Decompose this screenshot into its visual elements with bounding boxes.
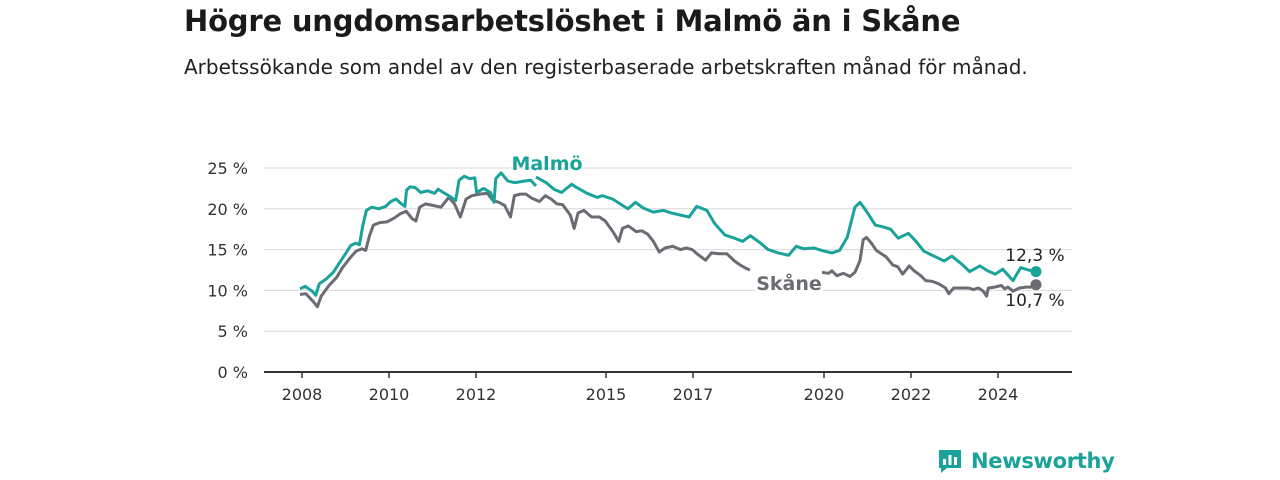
y-tick-label: 10 % <box>207 281 248 300</box>
bar-chart-speech-icon <box>939 450 961 473</box>
skane-series-label: Skåne <box>756 271 822 295</box>
x-tick-label: 2024 <box>978 385 1019 404</box>
skane-line-a <box>299 191 751 309</box>
skane-end-value-label: 10,7 % <box>1005 291 1064 311</box>
newsworthy-logo: Newsworthy <box>937 448 1115 474</box>
y-tick-label: 20 % <box>207 200 248 219</box>
skane-line-b <box>821 235 1037 298</box>
malmo-series-label: Malmö <box>511 153 582 175</box>
y-tick-label: 0 % <box>218 363 248 382</box>
x-tick-label: 2008 <box>282 385 323 404</box>
gridlines <box>264 167 1072 332</box>
x-axis: 2008 2010 2012 2015 2017 2020 2022 2024 <box>264 371 1072 404</box>
malmo-end-value-label: 12,3 % <box>1005 246 1064 266</box>
skane-end-point <box>1030 279 1042 291</box>
malmo-line-b <box>535 175 1037 283</box>
malmo-line-a <box>299 171 538 297</box>
logo-text: Newsworthy <box>971 449 1115 473</box>
x-tick-label: 2022 <box>891 385 932 404</box>
y-tick-label: 5 % <box>218 322 248 341</box>
chart-title: Högre ungdomsarbetslöshet i Malmö än i S… <box>184 4 961 38</box>
y-tick-label: 25 % <box>207 159 248 178</box>
y-axis-ticks: 0 % 5 % 10 % 15 % 20 % 25 % <box>207 159 248 382</box>
series-labels: Malmö Skåne 12,3 % 10,7 % <box>511 153 1064 311</box>
series-lines <box>299 171 1042 309</box>
x-tick-label: 2015 <box>586 385 627 404</box>
chart-subtitle: Arbetssökande som andel av den registerb… <box>184 55 1028 79</box>
x-tick-label: 2010 <box>369 385 410 404</box>
malmo-end-point <box>1030 266 1042 278</box>
x-tick-label: 2017 <box>673 385 714 404</box>
x-tick-label: 2012 <box>456 385 497 404</box>
y-tick-label: 15 % <box>207 241 248 260</box>
x-tick-label: 2020 <box>804 385 845 404</box>
